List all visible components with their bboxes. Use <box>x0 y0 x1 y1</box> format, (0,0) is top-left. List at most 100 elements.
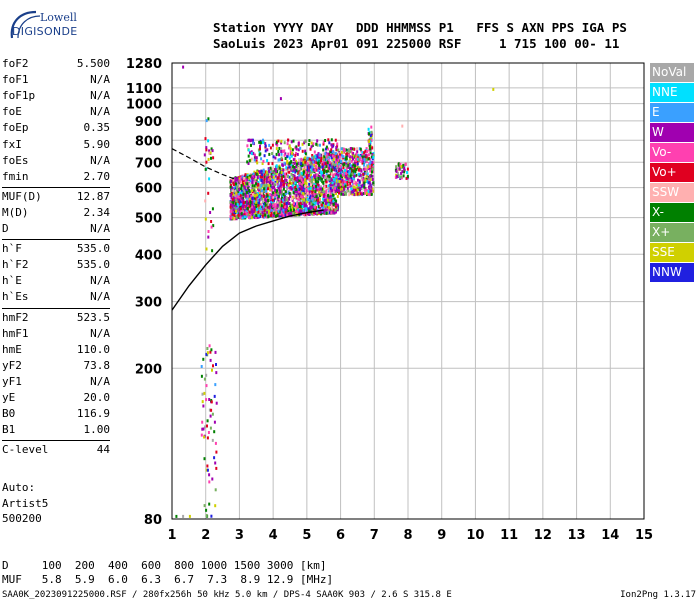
echo-point <box>325 158 328 162</box>
parameter-value: N/A <box>90 89 110 103</box>
echo-point <box>277 150 280 153</box>
echo-point <box>322 187 325 191</box>
echo-point <box>363 163 366 167</box>
parameter-name: MUF(D) <box>2 189 42 203</box>
echo-point <box>248 210 251 214</box>
echo-point <box>264 206 267 209</box>
echo-point <box>353 193 356 197</box>
echo-point <box>328 156 331 160</box>
echo-point <box>297 172 300 176</box>
parameter-name: M(D) <box>2 205 29 219</box>
echo-point <box>204 199 207 203</box>
parameter-value: 5.500 <box>76 57 110 70</box>
echo-point <box>278 173 281 177</box>
echo-point <box>404 163 407 166</box>
echo-point <box>257 148 260 152</box>
parameter-value: N/A <box>90 374 110 388</box>
echo-point <box>300 209 303 213</box>
echo-point <box>258 153 261 157</box>
echo-point <box>211 368 213 372</box>
echo-point <box>346 154 349 158</box>
echo-point <box>325 153 328 157</box>
echo-point <box>207 431 210 434</box>
echo-point <box>260 184 263 188</box>
echo-point <box>319 143 321 147</box>
echo-point <box>355 191 358 195</box>
echo-point <box>329 198 332 202</box>
echo-point <box>304 194 307 198</box>
echo-point <box>302 189 305 193</box>
echo-point <box>301 149 304 153</box>
echo-point <box>261 200 264 204</box>
echo-point <box>336 203 339 207</box>
echo-point <box>351 172 354 176</box>
echo-point <box>278 201 281 205</box>
echo-point <box>297 148 300 152</box>
echo-point <box>291 184 294 188</box>
echo-point <box>314 154 317 158</box>
echo-point <box>278 210 281 214</box>
echo-point <box>347 153 350 157</box>
echo-point <box>317 159 320 163</box>
echo-point <box>295 169 298 173</box>
parameter-value: 12.87 <box>76 189 110 203</box>
echo-point <box>282 208 285 212</box>
echo-point <box>335 169 338 173</box>
echo-point <box>286 142 289 146</box>
echo-point <box>211 412 214 416</box>
echo-point <box>271 194 274 198</box>
echo-point <box>332 189 335 193</box>
dashed-extrapolation-curve <box>171 148 237 181</box>
echo-point <box>324 152 327 156</box>
echo-point <box>354 170 357 173</box>
echo-point <box>334 189 337 193</box>
echo-point <box>318 163 321 167</box>
echo-point <box>280 207 283 211</box>
logo-swoosh-icon <box>10 10 41 39</box>
echo-point <box>244 179 247 183</box>
echo-point <box>368 164 371 168</box>
echo-point <box>368 181 371 184</box>
echo-point <box>250 143 252 147</box>
echo-point <box>368 193 371 197</box>
echo-point <box>310 158 313 161</box>
echo-point <box>334 152 337 155</box>
echo-point <box>274 214 277 218</box>
echo-point <box>289 150 292 154</box>
echo-point <box>321 201 324 205</box>
echo-point <box>249 151 251 155</box>
echo-point <box>260 189 263 193</box>
echo-point <box>366 164 369 168</box>
echo-point <box>356 157 359 161</box>
echo-point <box>297 208 300 212</box>
echo-point <box>243 182 246 185</box>
echo-point <box>334 201 337 205</box>
echo-point <box>279 210 282 214</box>
echo-point <box>347 170 349 174</box>
echo-point <box>335 175 338 179</box>
x-tick-label: 9 <box>437 528 446 543</box>
echo-point <box>215 450 218 454</box>
echo-point <box>289 194 292 198</box>
echo-point <box>257 214 260 218</box>
echo-point <box>247 138 250 142</box>
echo-point <box>327 197 330 201</box>
echo-point <box>276 180 279 184</box>
echo-point <box>261 211 264 215</box>
echo-point <box>372 189 375 193</box>
echo-point <box>278 192 281 196</box>
echo-point <box>288 168 291 171</box>
echo-point <box>316 196 319 200</box>
parameter-value: 535.0 <box>76 258 110 272</box>
echo-point <box>324 176 326 180</box>
echo-point <box>280 156 283 160</box>
echo-point <box>321 187 324 191</box>
echo-point <box>241 177 244 181</box>
echo-point <box>288 179 291 183</box>
echo-point <box>327 147 330 151</box>
echo-point <box>265 173 268 177</box>
echo-point <box>285 202 288 205</box>
echo-point <box>233 196 236 199</box>
y-tick-label: 1280 <box>126 57 162 72</box>
echo-point <box>345 164 348 168</box>
